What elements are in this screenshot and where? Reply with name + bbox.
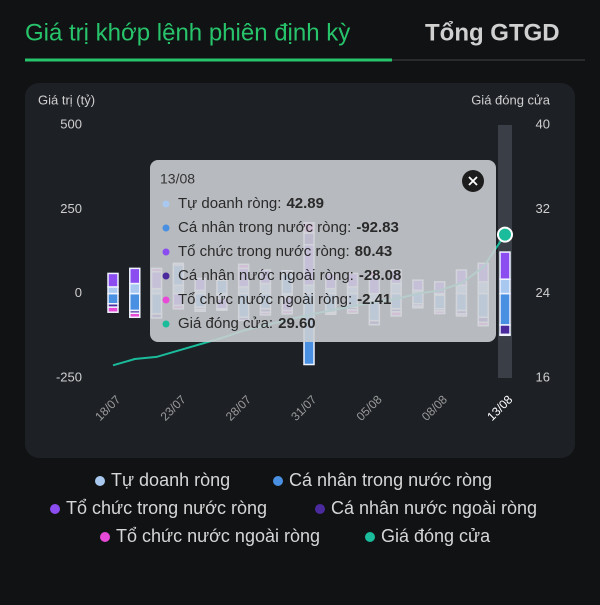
bar-segment	[499, 251, 511, 280]
y2-axis-label: Giá đóng cửa	[471, 92, 551, 107]
tooltip-value: 42.89	[286, 195, 324, 212]
y-axis-label: Giá trị (tỷ)	[38, 92, 95, 107]
bar-segment	[129, 312, 141, 319]
legend-label: Cá nhân trong nước ròng	[289, 470, 492, 490]
bar-segment	[107, 306, 119, 313]
tooltip-label: Tổ chức trong nước ròng:	[178, 243, 350, 260]
tooltip-label: Tổ chức nước ngoài ròng:	[178, 291, 352, 308]
bar-segment	[129, 282, 141, 295]
y2-tick-label: 16	[536, 369, 550, 384]
close-icon	[468, 176, 478, 186]
bar-segment	[499, 324, 511, 336]
legend-item[interactable]: Tự doanh ròng	[95, 470, 230, 490]
legend-swatch	[315, 504, 325, 514]
tab-active[interactable]: Giá trị khớp lệnh phiên định kỳ	[25, 19, 350, 46]
stacked-bar	[129, 267, 141, 319]
bar-segment	[499, 292, 511, 326]
y-tick-label: 500	[60, 116, 82, 131]
y-tick-label: 0	[75, 285, 82, 300]
tooltip-label: Cá nhân trong nước ròng:	[178, 219, 351, 236]
tooltip-dot	[162, 248, 170, 256]
legend-swatch	[95, 476, 105, 486]
bar-segment	[499, 278, 511, 295]
tooltip-value: 29.60	[278, 315, 316, 332]
price-point	[497, 226, 513, 243]
legend-swatch	[100, 532, 110, 542]
legend-swatch	[273, 476, 283, 486]
stacked-bar	[107, 272, 119, 313]
y2-tick-label: 32	[536, 201, 550, 216]
legend-item[interactable]: Cá nhân nước ngoài ròng	[315, 498, 537, 518]
tooltip-row: Tự doanh ròng: 42.89	[178, 195, 324, 212]
tooltip-row: Tổ chức trong nước ròng: 80.43	[178, 243, 392, 260]
tooltip-dot	[162, 320, 170, 328]
tooltip-label: Tự doanh ròng:	[178, 195, 281, 212]
tooltip-value: -92.83	[356, 219, 399, 236]
stacked-bar	[499, 251, 511, 337]
tooltip-row: Giá đóng cửa: 29.60	[178, 315, 316, 332]
legend-swatch	[365, 532, 375, 542]
tooltip-row: Cá nhân nước ngoài ròng: -28.08	[178, 267, 401, 284]
bar-segment	[129, 267, 141, 285]
tooltip-label: Cá nhân nước ngoài ròng:	[178, 267, 354, 284]
y2-tick-label: 24	[536, 285, 550, 300]
tab[interactable]: Tổng GTGD	[425, 19, 560, 46]
tooltip-dot	[162, 224, 170, 232]
legend-label: Cá nhân nước ngoài ròng	[331, 498, 537, 518]
bar-segment	[499, 333, 511, 337]
tooltip-row: Cá nhân trong nước ròng: -92.83	[178, 219, 399, 236]
y2-tick-label: 40	[536, 116, 550, 131]
legend-item[interactable]: Tổ chức trong nước ròng	[50, 498, 267, 518]
legend-item[interactable]: Tổ chức nước ngoài ròng	[100, 526, 320, 546]
legend-label: Tổ chức trong nước ròng	[66, 498, 267, 518]
tooltip-value: -28.08	[359, 267, 402, 284]
bar-segment	[107, 272, 119, 288]
y-tick-label: 250	[60, 201, 82, 216]
legend-label: Tổ chức nước ngoài ròng	[116, 526, 320, 546]
tooltip-value: 80.43	[355, 243, 393, 260]
legend-item[interactable]: Cá nhân trong nước ròng	[273, 470, 492, 490]
tooltip-row: Tổ chức nước ngoài ròng: -2.41	[178, 291, 391, 308]
tooltip-label: Giá đóng cửa:	[178, 315, 273, 332]
legend-item[interactable]: Giá đóng cửa	[365, 526, 491, 546]
bar-segment	[129, 292, 141, 312]
legend-label: Tự doanh ròng	[111, 470, 230, 490]
bar-segment	[107, 286, 119, 295]
bar-segment	[107, 292, 119, 305]
tooltip-value: -2.41	[357, 291, 391, 308]
tooltip-box	[150, 160, 496, 342]
legend-swatch	[50, 504, 60, 514]
legend-label: Giá đóng cửa	[381, 526, 491, 546]
tooltip-dot	[162, 200, 170, 208]
y-tick-label: -250	[56, 369, 82, 384]
tooltip-dot	[162, 296, 170, 304]
tooltip: 13/08 Tự doanh ròng: 42.89 Cá nhân trong nư…	[150, 160, 496, 342]
tooltip-dot	[162, 272, 170, 280]
tooltip-date: 13/08	[160, 171, 195, 187]
